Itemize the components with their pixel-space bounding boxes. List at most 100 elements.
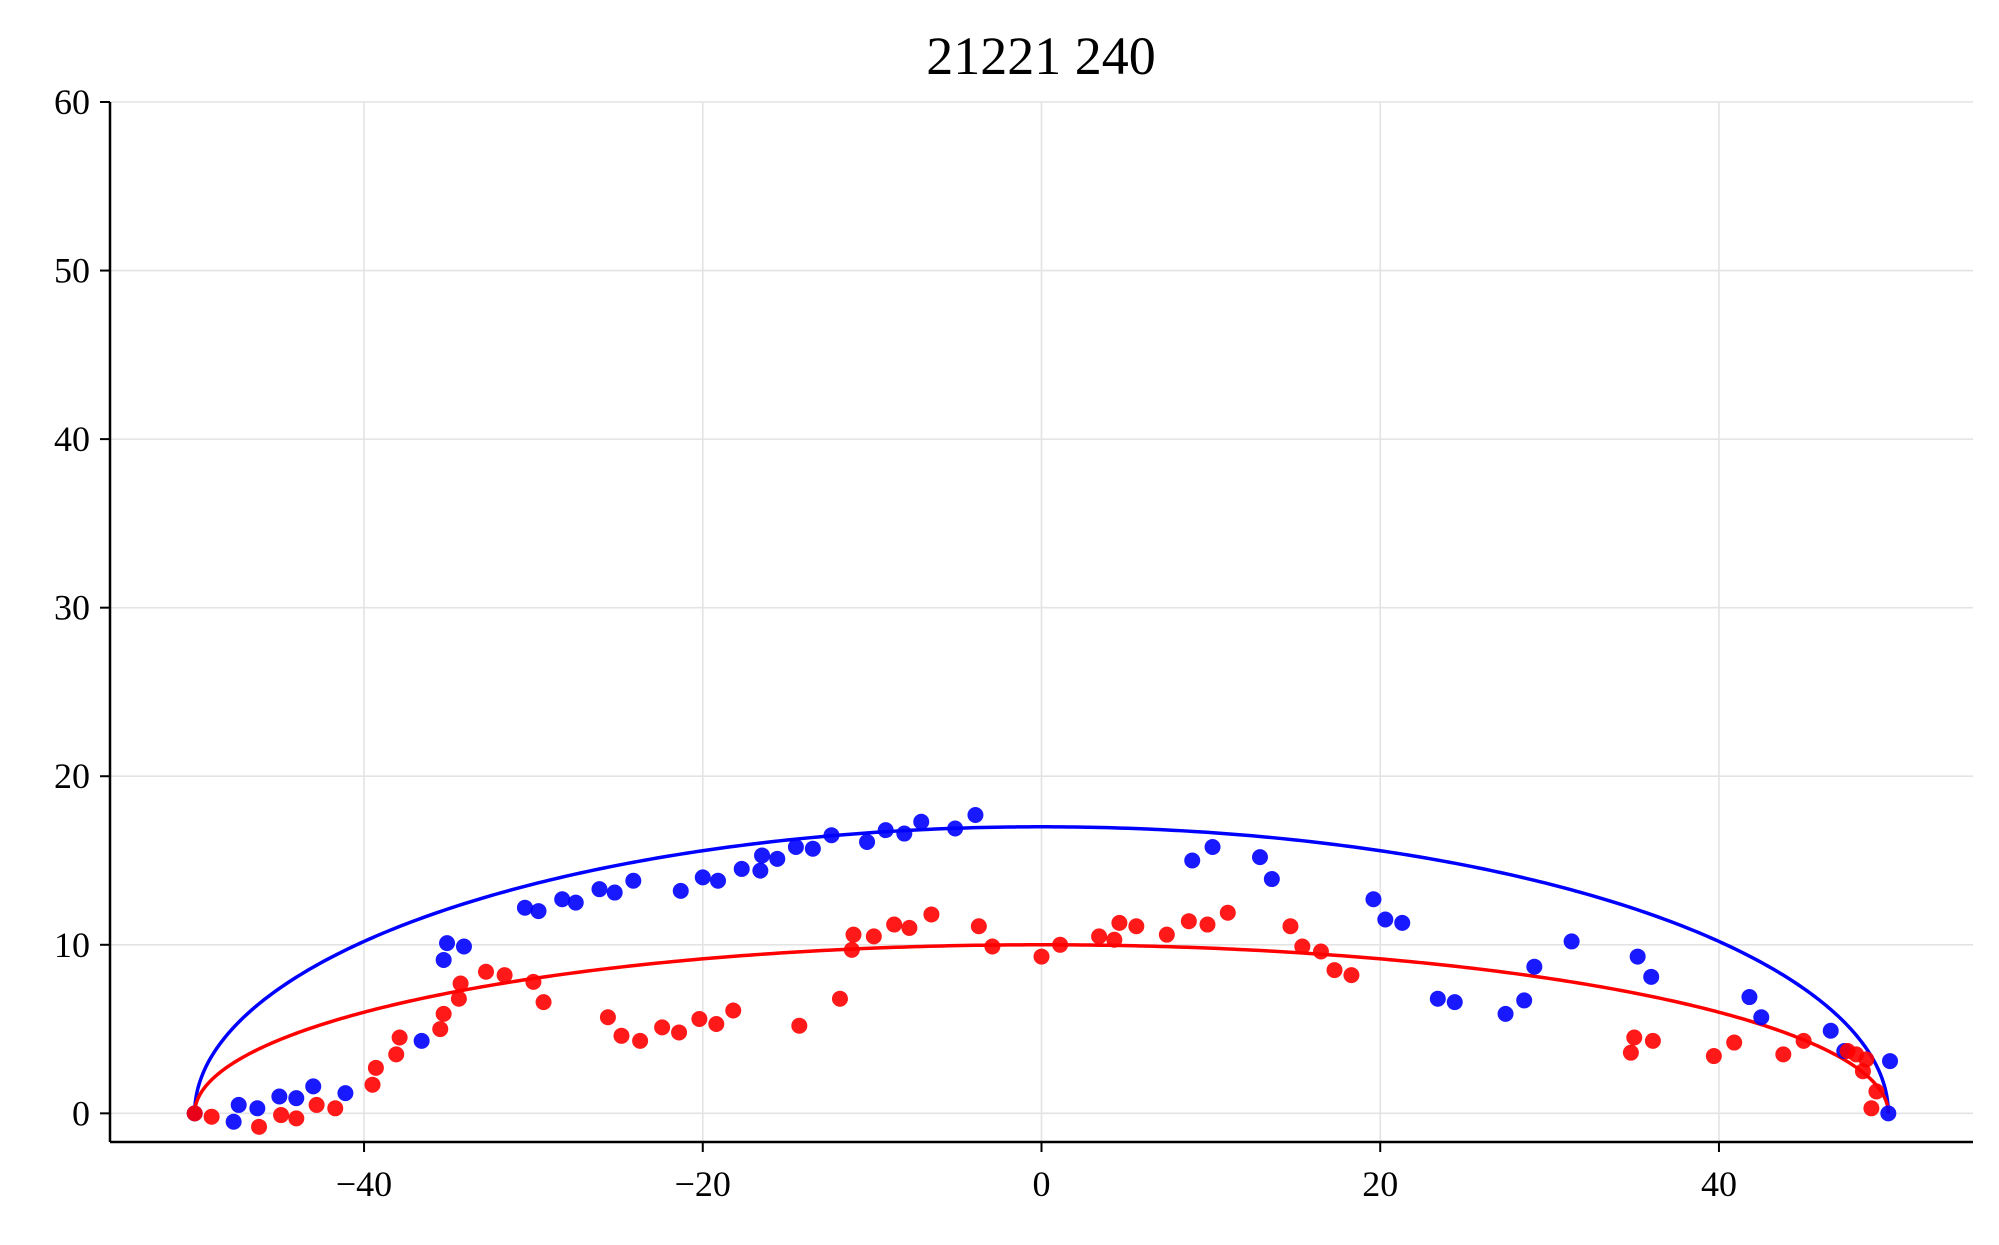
data-point — [1741, 989, 1758, 1006]
data-point — [877, 822, 894, 839]
data-point — [804, 840, 821, 857]
data-point — [1753, 1009, 1770, 1026]
data-point — [1219, 904, 1236, 921]
data-point — [710, 872, 727, 889]
data-point — [305, 1078, 322, 1095]
data-point — [1033, 948, 1050, 965]
data-point — [752, 862, 769, 879]
data-point — [1199, 916, 1216, 933]
data-point — [625, 872, 642, 889]
data-point — [1880, 1105, 1897, 1122]
data-point — [1868, 1083, 1885, 1100]
data-point — [923, 906, 940, 923]
axes: −40 −20 0 20 40 0 10 20 30 40 50 60 — [54, 82, 1973, 1204]
data-point — [1822, 1022, 1839, 1039]
data-point — [845, 926, 862, 943]
data-point — [367, 1059, 384, 1076]
data-point — [1343, 967, 1360, 984]
data-point — [1622, 1044, 1639, 1061]
data-point — [754, 847, 771, 864]
data-point — [496, 967, 513, 984]
data-point — [913, 813, 930, 830]
data-point — [203, 1108, 220, 1125]
data-point — [288, 1110, 305, 1127]
fit-curves — [192, 825, 1891, 1114]
data-point — [1282, 918, 1299, 935]
data-point — [1052, 936, 1069, 953]
data-point — [1858, 1051, 1875, 1068]
data-point — [337, 1085, 354, 1102]
data-point — [1644, 1032, 1661, 1049]
data-point — [1128, 918, 1145, 935]
data-point — [843, 941, 860, 958]
data-point — [886, 916, 903, 933]
data-point — [1643, 968, 1660, 985]
data-point — [554, 891, 571, 908]
y-tick-label: 30 — [54, 588, 90, 628]
y-tick-label: 10 — [54, 925, 90, 965]
data-point — [1184, 852, 1201, 869]
data-point — [273, 1107, 290, 1124]
data-point — [1705, 1048, 1722, 1065]
data-point — [769, 850, 786, 867]
data-point — [823, 827, 840, 844]
data-point — [725, 1002, 742, 1019]
data-point — [654, 1019, 671, 1036]
data-point — [288, 1090, 305, 1107]
data-point — [947, 820, 964, 837]
data-point — [435, 951, 452, 968]
data-point — [1629, 948, 1646, 965]
data-point — [606, 884, 623, 901]
data-point — [1106, 931, 1123, 948]
data-point — [1863, 1100, 1880, 1117]
data-point — [450, 990, 467, 1007]
grid — [110, 101, 1973, 1142]
data-point — [432, 1021, 449, 1038]
data-point — [970, 918, 987, 935]
data-points — [186, 806, 1899, 1135]
data-point — [1394, 914, 1411, 931]
data-point — [530, 903, 547, 920]
data-point — [1882, 1053, 1899, 1070]
data-point — [439, 935, 456, 952]
data-point — [967, 806, 984, 823]
data-point — [694, 869, 711, 886]
chart-title: 21221 240 — [926, 26, 1156, 86]
data-point — [327, 1100, 344, 1117]
data-point — [1497, 1005, 1514, 1022]
data-point — [271, 1088, 288, 1105]
x-tick-label: 40 — [1701, 1164, 1737, 1204]
fit-curve — [192, 943, 1891, 1114]
data-point — [708, 1016, 725, 1033]
data-point — [1158, 926, 1175, 943]
data-point — [525, 973, 542, 990]
data-point — [691, 1010, 708, 1027]
y-tick-label: 20 — [54, 756, 90, 796]
data-point — [787, 839, 804, 856]
data-point — [251, 1118, 268, 1135]
x-tick-label: −40 — [336, 1164, 392, 1204]
data-point — [1312, 943, 1329, 960]
data-point — [831, 990, 848, 1007]
data-point — [567, 894, 584, 911]
data-point — [455, 938, 472, 955]
data-point — [1294, 938, 1311, 955]
data-point — [791, 1017, 808, 1034]
data-point — [391, 1029, 408, 1046]
data-point — [1563, 933, 1580, 950]
data-point — [308, 1096, 325, 1113]
data-point — [859, 833, 876, 850]
data-point — [901, 919, 918, 936]
data-point — [1365, 891, 1382, 908]
x-tick-label: 0 — [1033, 1164, 1051, 1204]
data-point — [535, 994, 552, 1011]
data-point — [477, 963, 494, 980]
data-point — [225, 1113, 242, 1130]
y-tick-label: 60 — [54, 82, 90, 122]
data-point — [1204, 839, 1221, 856]
data-point — [632, 1032, 649, 1049]
y-tick-label: 40 — [54, 419, 90, 459]
data-point — [516, 899, 533, 916]
data-point — [599, 1009, 616, 1026]
data-point — [413, 1032, 430, 1049]
